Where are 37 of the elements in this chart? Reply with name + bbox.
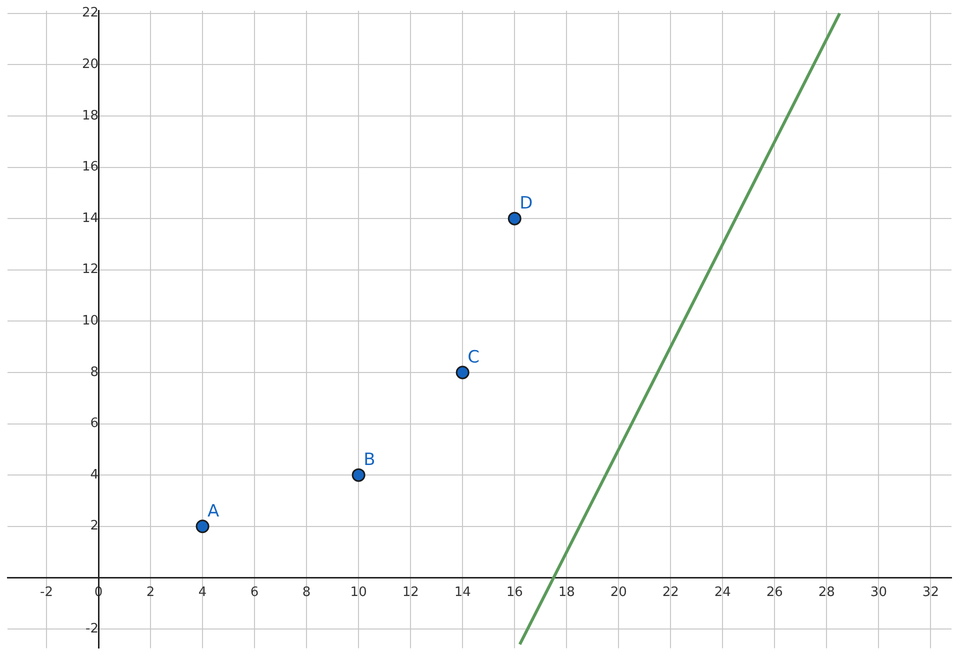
x-tick-label: 28 xyxy=(818,584,835,600)
x-tick-label: 22 xyxy=(662,584,679,600)
annotation: A xyxy=(208,501,220,522)
x-tick-label: 8 xyxy=(302,584,311,600)
x-tick-label: 30 xyxy=(870,584,887,600)
y-tick-label: 12 xyxy=(82,262,99,278)
x-tick-label: 24 xyxy=(714,584,731,600)
y-tick-label: 20 xyxy=(82,57,99,72)
point xyxy=(456,366,470,380)
point xyxy=(508,212,522,226)
y-tick-label: 6 xyxy=(90,416,99,432)
x-tick-label: 26 xyxy=(766,584,783,600)
y-tick-label: 22 xyxy=(82,6,99,21)
x-tick-label: 32 xyxy=(922,584,939,600)
x-tick-label: 10 xyxy=(350,584,367,600)
x-tick-label: 4 xyxy=(198,584,207,600)
y-tick-label: 14 xyxy=(82,210,99,226)
point xyxy=(352,468,366,482)
x-tick-label: 14 xyxy=(454,584,471,600)
x-tick-label: 18 xyxy=(558,584,575,600)
y-tick-label: 8 xyxy=(90,364,99,380)
x-tick-label: 12 xyxy=(402,584,419,600)
y-tick-label: 18 xyxy=(82,108,99,124)
point xyxy=(196,520,210,534)
y-tick-label: 16 xyxy=(82,160,99,175)
annotation: D xyxy=(520,193,533,214)
y-tick-label: 2 xyxy=(90,518,99,534)
x-tick-label: 20 xyxy=(610,584,627,600)
y-tick-label: 10 xyxy=(82,314,99,329)
y-tick-label: 4 xyxy=(90,467,99,482)
annotation: B xyxy=(364,450,376,470)
x-tick-label: -2 xyxy=(40,584,53,600)
y-tick-label: -2 xyxy=(86,621,99,636)
annotation: C xyxy=(468,347,480,368)
x-tick-label: 6 xyxy=(250,584,259,600)
x-tick-label: 2 xyxy=(146,584,155,600)
x-tick-label: 16 xyxy=(506,584,523,600)
